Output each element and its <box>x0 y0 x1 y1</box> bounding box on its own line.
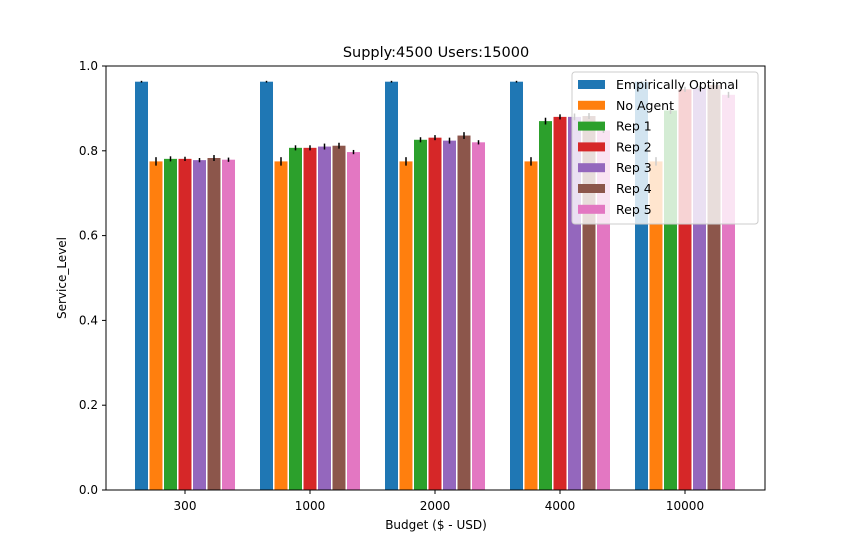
bar <box>318 146 331 490</box>
bar <box>164 158 177 491</box>
bar <box>414 139 427 490</box>
x-axis-label: Budget ($ - USD) <box>385 518 487 532</box>
y-tick-label: 1.0 <box>79 59 98 73</box>
bar <box>443 140 456 490</box>
bar <box>207 158 221 490</box>
bar <box>332 145 346 490</box>
bar <box>149 161 163 490</box>
bar <box>303 147 317 490</box>
bar <box>178 158 192 491</box>
bar <box>399 161 413 490</box>
bar <box>135 81 148 490</box>
legend-entry: No Agent <box>616 98 674 113</box>
bar <box>553 116 567 490</box>
legend-entry: Rep 4 <box>616 181 652 196</box>
legend-swatch <box>578 100 605 110</box>
x-axis: 300 1000 2000 4000 10000 <box>174 490 704 513</box>
x-tick-label: 300 <box>174 499 197 513</box>
bar <box>539 121 552 491</box>
legend-entry: Rep 2 <box>616 139 652 154</box>
y-tick-label: 0.2 <box>79 398 98 412</box>
legend-swatch <box>578 121 605 131</box>
bar <box>457 135 471 491</box>
legend-swatch <box>578 142 605 152</box>
bar <box>510 81 523 490</box>
y-tick-label: 0.0 <box>79 483 98 497</box>
legend-swatch <box>578 163 605 173</box>
bar <box>260 81 273 490</box>
legend: Empirically Optimal No Agent Rep 1 Rep 2 Rep… <box>571 71 759 225</box>
x-tick-label: 2000 <box>420 499 451 513</box>
bar <box>428 137 442 490</box>
y-tick-label: 0.4 <box>79 313 98 327</box>
y-tick-label: 0.8 <box>79 144 98 158</box>
legend-swatch <box>578 204 605 214</box>
legend-entry: Rep 1 <box>616 119 652 134</box>
legend-swatch <box>578 80 605 89</box>
x-tick-label: 10000 <box>666 499 704 513</box>
bar <box>347 152 360 490</box>
bar <box>524 161 538 490</box>
bar <box>289 147 302 490</box>
legend-entry: Empirically Optimal <box>616 77 738 92</box>
bar <box>385 81 398 490</box>
bar <box>649 161 663 490</box>
legend-swatch <box>578 184 605 193</box>
legend-entry: Rep 3 <box>616 160 652 175</box>
legend-box <box>571 71 759 225</box>
bar <box>222 159 235 490</box>
bar <box>472 142 485 490</box>
y-axis-label: Service_Level <box>55 237 69 319</box>
bar <box>274 161 288 490</box>
legend-entry: Rep 5 <box>616 202 652 217</box>
y-axis: 0.0 0.2 0.4 0.6 0.8 1.0 <box>79 59 106 497</box>
bar <box>193 160 206 490</box>
x-tick-label: 4000 <box>545 499 576 513</box>
y-tick-label: 0.6 <box>79 229 98 243</box>
bars-group <box>135 81 735 491</box>
x-tick-label: 1000 <box>295 499 326 513</box>
chart-title: Supply:4500 Users:15000 <box>343 45 529 61</box>
